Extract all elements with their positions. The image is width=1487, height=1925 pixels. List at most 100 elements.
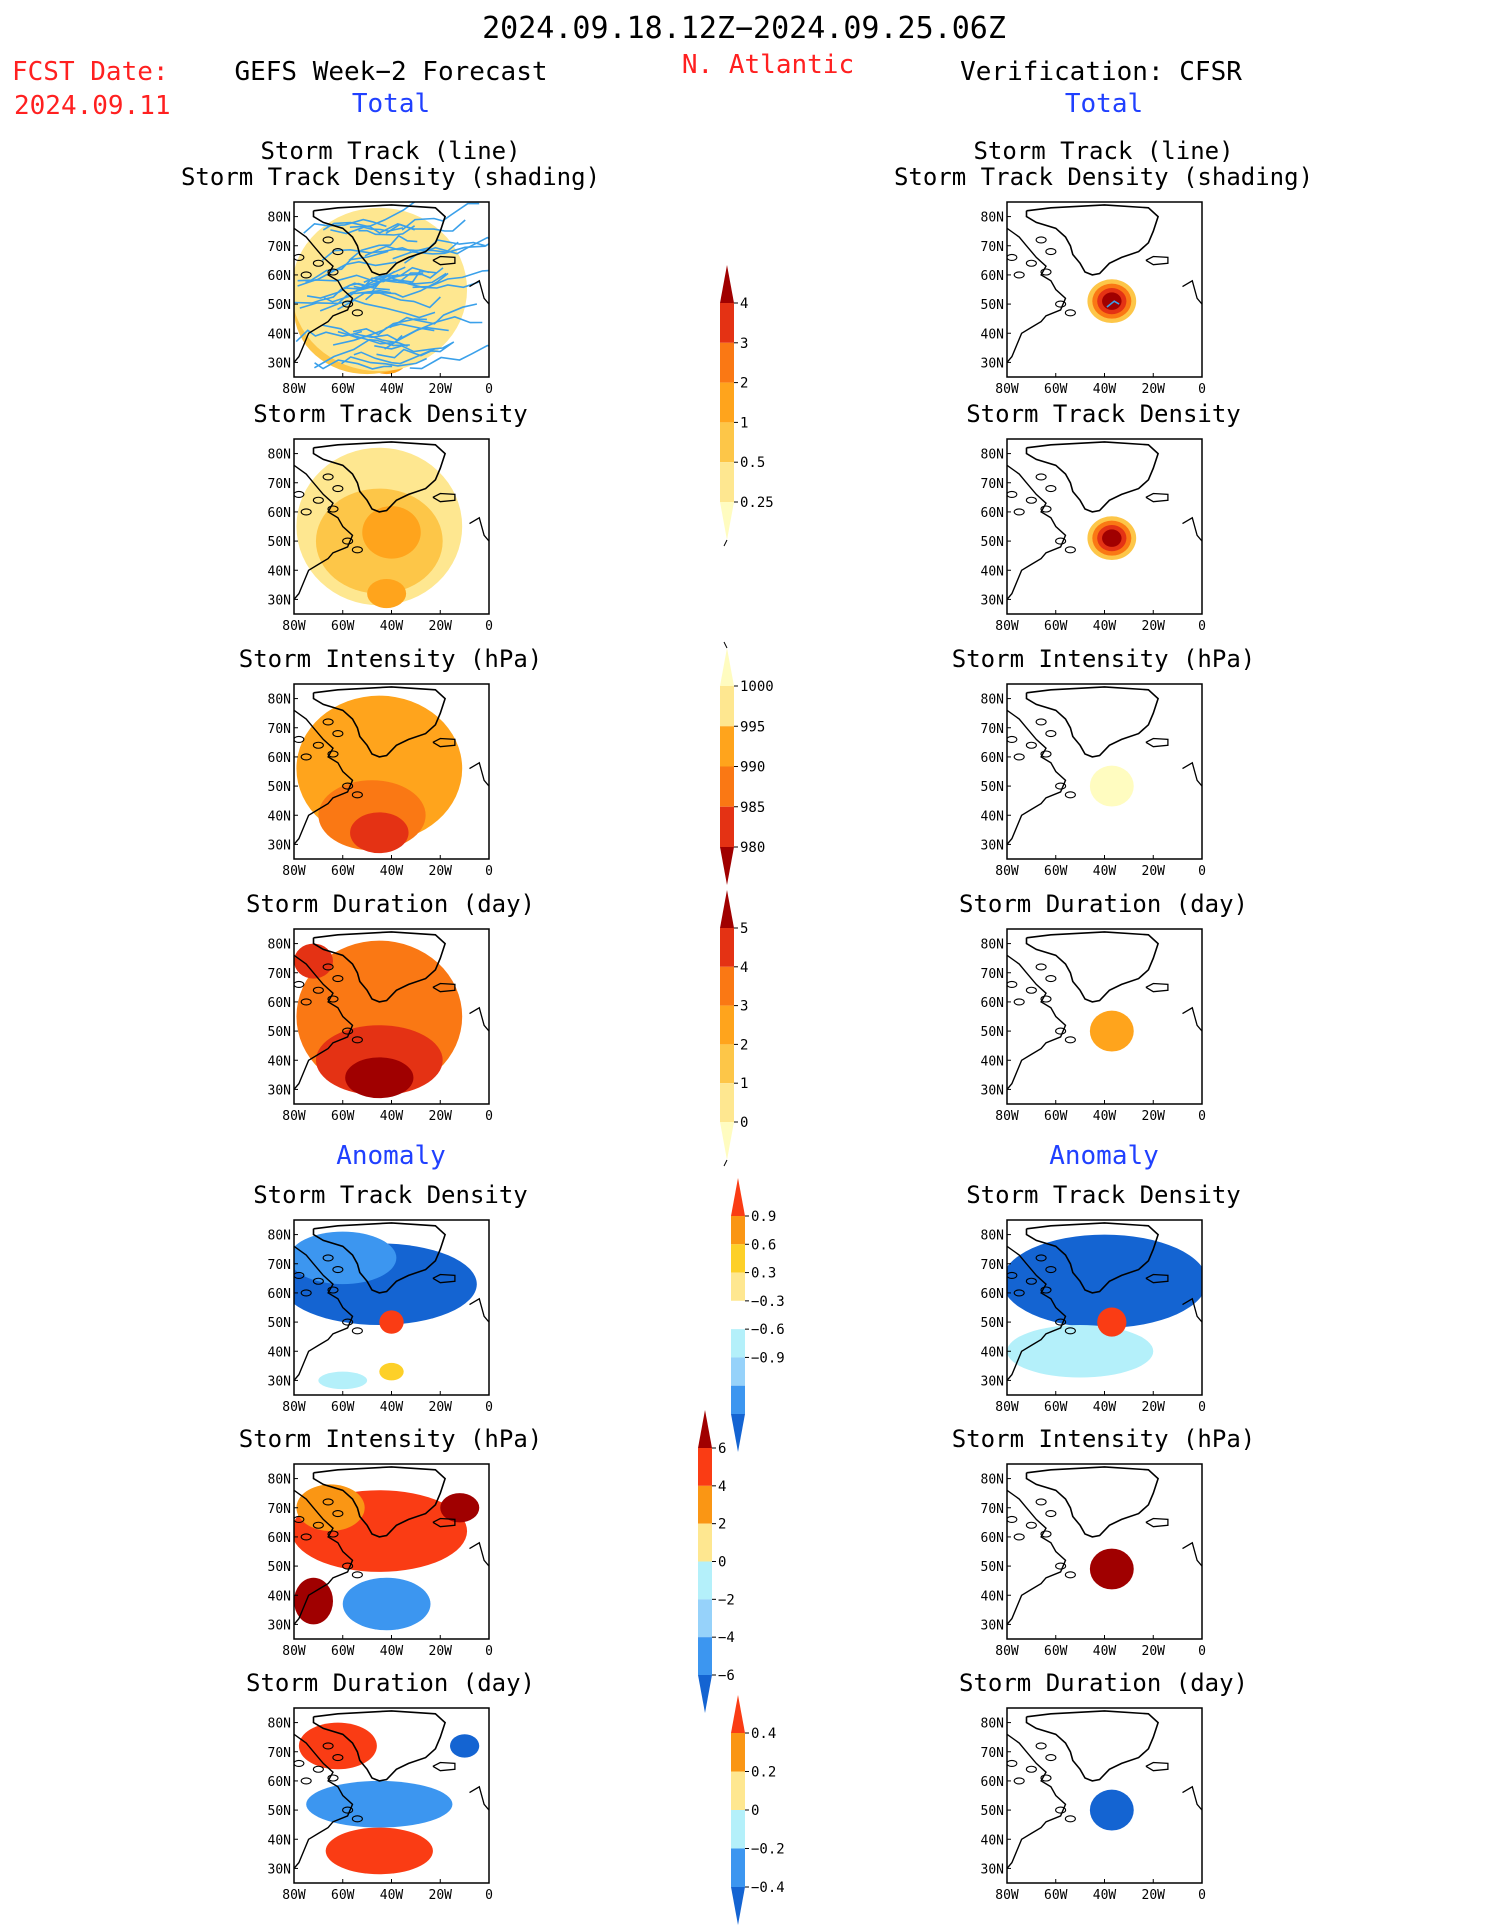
colorbar-segment (731, 1216, 745, 1245)
colorbar-segment (731, 1272, 745, 1301)
panel-title-line2: Storm Track Density (shading) (181, 163, 600, 191)
island-coastline (1040, 505, 1052, 513)
map-panel-p4L: Storm Duration (day) 80W 60W 40W 20W 0 80N 70N 6… (246, 890, 535, 1124)
y-tick-label: 40N (268, 327, 291, 342)
island-coastline (332, 730, 344, 738)
field-cell (294, 1231, 397, 1285)
island-coastline (332, 1754, 344, 1762)
y-tick-label: 80N (268, 448, 291, 463)
europe-coastline (469, 279, 489, 305)
island-coastline (1025, 1277, 1037, 1285)
y-tick-label: 60N (268, 269, 291, 284)
y-tick-label: 60N (981, 1287, 1004, 1302)
x-tick-label: 60W (1044, 382, 1068, 397)
island-coastline (312, 986, 324, 994)
y-tick-label: 30N (268, 838, 291, 853)
field-cell (1089, 765, 1134, 807)
island-coastline (300, 271, 312, 279)
greenland-coastline (312, 1466, 447, 1538)
island-coastline (1045, 1266, 1057, 1274)
island-coastline (1025, 986, 1037, 994)
left-column-title: GEFS Week−2 Forecast (234, 57, 547, 87)
colorbar-label: 2 (740, 376, 748, 392)
y-tick-label: 40N (981, 1054, 1004, 1069)
map-panel-p6R: Storm Intensity (hPa) 80W 60W 40W 20W 0 80N 70N… (952, 1425, 1255, 1659)
y-tick-label: 50N (981, 1804, 1004, 1819)
x-tick-label: 60W (1044, 864, 1068, 879)
colorbar-segment (720, 686, 734, 727)
north-america-coastline (1007, 464, 1067, 600)
colorbar-label: 0 (751, 1803, 759, 1819)
map-panel-p2R: Storm Track Density 80W 60W 40W 20W 0 80N 70N 60… (966, 400, 1241, 634)
x-tick-label: 20W (429, 1888, 453, 1903)
x-tick-label: 0 (485, 1888, 493, 1903)
colorbar-segment (720, 502, 734, 540)
field-cell (1007, 1234, 1202, 1328)
island-coastline (294, 490, 305, 498)
x-tick-label: 40W (380, 382, 404, 397)
x-tick-label: 20W (429, 864, 453, 879)
storm-track-line (321, 246, 412, 261)
x-tick-label: 60W (331, 1644, 355, 1659)
island-coastline (1025, 259, 1037, 267)
y-tick-label: 60N (981, 1531, 1004, 1546)
colorbar-segment (698, 1410, 712, 1448)
island-coastline (1013, 1289, 1025, 1297)
colorbar-segment (720, 422, 734, 463)
colorbar-segment (731, 1848, 745, 1887)
x-tick-label: 0 (1198, 1109, 1206, 1124)
island-coastline (1025, 1521, 1037, 1529)
colorbar-label: −0.9 (751, 1350, 785, 1366)
iceland-coastline (432, 492, 456, 503)
storm-track-line (363, 270, 437, 283)
x-tick-label: 60W (1044, 619, 1068, 634)
y-tick-label: 80N (981, 211, 1004, 226)
x-tick-label: 0 (485, 382, 493, 397)
field-cell (1089, 1789, 1134, 1831)
y-tick-label: 80N (268, 693, 291, 708)
north-america-coastline (1007, 1733, 1067, 1869)
y-tick-label: 50N (981, 1316, 1004, 1331)
y-tick-label: 40N (981, 1833, 1004, 1848)
colorbar-tail (723, 1159, 728, 1167)
north-america-coastline (1007, 954, 1067, 1090)
north-america-coastline (1007, 709, 1067, 845)
y-tick-label: 50N (268, 1025, 291, 1040)
colorbar-label: 0.2 (751, 1765, 776, 1781)
greenland-coastline (1025, 1222, 1160, 1294)
colorbar-segment (731, 1178, 745, 1216)
x-tick-label: 40W (1093, 1109, 1117, 1124)
y-tick-label: 30N (981, 1618, 1004, 1633)
x-tick-label: 0 (485, 1400, 493, 1415)
island-coastline (1040, 995, 1052, 1003)
island-coastline (1007, 253, 1018, 261)
island-coastline (312, 259, 324, 267)
island-coastline (1055, 1027, 1067, 1035)
island-coastline (322, 1254, 334, 1262)
colorbar-segment (720, 342, 734, 383)
x-tick-label: 80W (995, 382, 1019, 397)
x-tick-label: 60W (331, 1400, 355, 1415)
right-anomaly-label: Anomaly (1049, 1141, 1159, 1171)
island-coastline (312, 496, 324, 504)
y-tick-label: 80N (268, 938, 291, 953)
island-coastline (322, 963, 334, 971)
panel-title: Storm Duration (day) (959, 890, 1248, 918)
y-tick-label: 80N (981, 693, 1004, 708)
island-coastline (1055, 300, 1067, 308)
field-cell (1007, 1325, 1154, 1378)
y-tick-label: 60N (268, 1531, 291, 1546)
island-coastline (294, 980, 305, 988)
island-coastline (1064, 1571, 1076, 1579)
colorbar-label: 1 (740, 415, 748, 431)
colorbar-label: −4 (718, 1630, 735, 1646)
x-tick-label: 0 (485, 619, 493, 634)
island-coastline (294, 1759, 305, 1767)
storm-track-line (1106, 300, 1120, 308)
x-tick-label: 80W (282, 1888, 306, 1903)
colorbar-segment (720, 928, 734, 967)
colorbar-segment (720, 966, 734, 1006)
y-tick-label: 60N (268, 1287, 291, 1302)
x-tick-label: 40W (380, 1400, 404, 1415)
